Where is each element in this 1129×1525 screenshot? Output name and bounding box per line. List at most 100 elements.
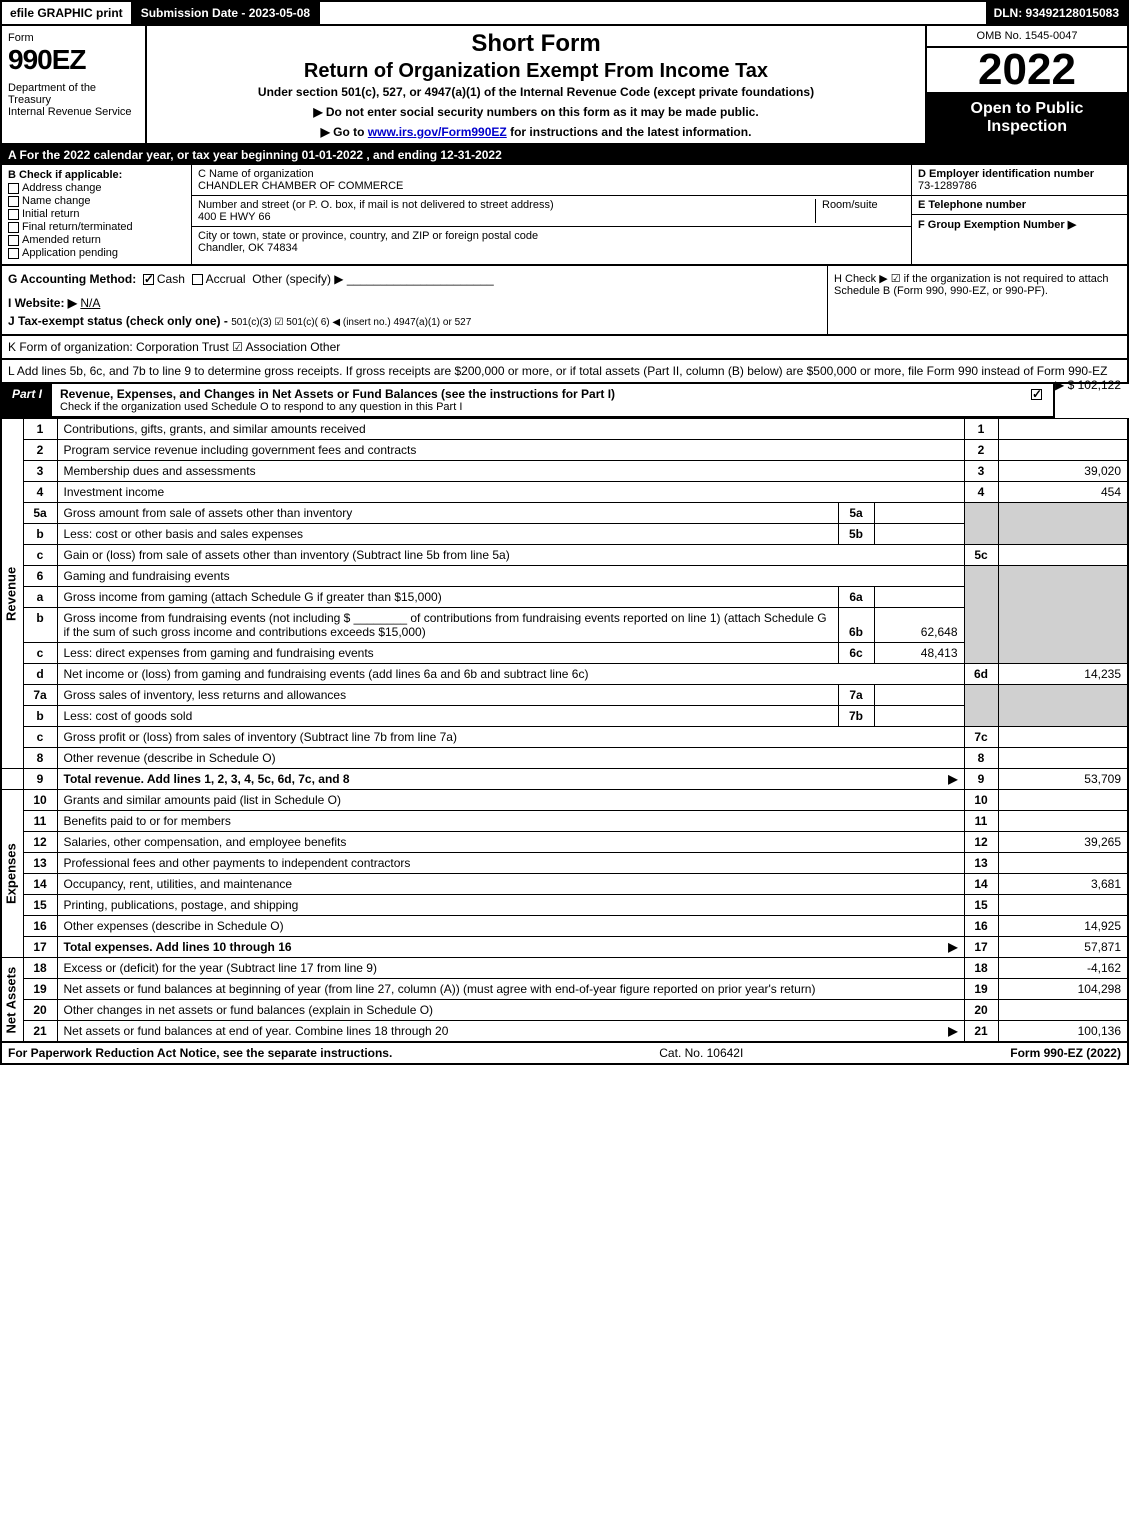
l4-v: 454	[998, 482, 1128, 503]
part1-table: Revenue 1 Contributions, gifts, grants, …	[0, 418, 1129, 1043]
l5c-v	[998, 545, 1128, 566]
part1-header: Part I Revenue, Expenses, and Changes in…	[0, 384, 1055, 418]
l7b-num: b	[23, 706, 57, 727]
l20-desc: Other changes in net assets or fund bala…	[57, 1000, 964, 1021]
l9-v: 53,709	[998, 769, 1128, 790]
l13-r: 13	[964, 853, 998, 874]
l17-desc: Total expenses. Add lines 10 through 16 …	[57, 937, 964, 958]
l10-desc: Grants and similar amounts paid (list in…	[57, 790, 964, 811]
return-title: Return of Organization Exempt From Incom…	[155, 60, 917, 83]
side-revenue: Revenue	[1, 419, 23, 769]
l9-num: 9	[23, 769, 57, 790]
l21-r: 21	[964, 1021, 998, 1043]
part1-label: Part I	[2, 384, 52, 416]
l11-r: 11	[964, 811, 998, 832]
irs-link[interactable]: www.irs.gov/Form990EZ	[368, 125, 507, 139]
l8-r: 8	[964, 748, 998, 769]
l13-desc: Professional fees and other payments to …	[57, 853, 964, 874]
l20-num: 20	[23, 1000, 57, 1021]
under-section: Under section 501(c), 527, or 4947(a)(1)…	[155, 85, 917, 99]
l7b-sn: 7b	[838, 706, 874, 727]
l15-v	[998, 895, 1128, 916]
l13-v	[998, 853, 1128, 874]
short-form-title: Short Form	[155, 30, 917, 58]
l6a-num: a	[23, 587, 57, 608]
section-c: C Name of organization CHANDLER CHAMBER …	[192, 165, 912, 264]
l7b-desc: Less: cost of goods sold	[57, 706, 838, 727]
l14-r: 14	[964, 874, 998, 895]
footer-right: Form 990-EZ (2022)	[1010, 1046, 1121, 1060]
c-name-label: C Name of organization	[198, 168, 314, 180]
l6b-num: b	[23, 608, 57, 643]
d-ein-value: 73-1289786	[918, 180, 977, 192]
l-text: L Add lines 5b, 6c, and 7b to line 9 to …	[8, 364, 1107, 378]
l1-desc: Contributions, gifts, grants, and simila…	[57, 419, 964, 440]
efile-print[interactable]: efile GRAPHIC print	[2, 2, 133, 24]
l7b-sv	[874, 706, 964, 727]
open-public-badge: Open to Public Inspection	[927, 94, 1127, 143]
section-b: B Check if applicable: Address change Na…	[2, 165, 192, 264]
l6c-sv: 48,413	[874, 643, 964, 664]
footer-center: Cat. No. 10642I	[659, 1046, 743, 1060]
l1-r: 1	[964, 419, 998, 440]
l8-num: 8	[23, 748, 57, 769]
l4-desc: Investment income	[57, 482, 964, 503]
section-ghij: G Accounting Method: Cash Accrual Other …	[0, 266, 1129, 336]
g-accounting-label: G Accounting Method:	[8, 272, 136, 286]
l6a-desc: Gross income from gaming (attach Schedul…	[57, 587, 838, 608]
l7a-sv	[874, 685, 964, 706]
chk-initial-return[interactable]: Initial return	[8, 208, 185, 220]
row-k: K Form of organization: Corporation Trus…	[0, 336, 1129, 360]
c-street-label: Number and street (or P. O. box, if mail…	[198, 199, 554, 211]
l1-num: 1	[23, 419, 57, 440]
l6b-sn: 6b	[838, 608, 874, 643]
l19-desc: Net assets or fund balances at beginning…	[57, 979, 964, 1000]
section-def: D Employer identification number 73-1289…	[912, 165, 1127, 264]
l8-v	[998, 748, 1128, 769]
chk-cash[interactable]	[143, 274, 154, 285]
tax-year: 2022	[927, 48, 1127, 94]
chk-accrual[interactable]	[192, 274, 203, 285]
l14-v: 3,681	[998, 874, 1128, 895]
l6d-r: 6d	[964, 664, 998, 685]
chk-pending[interactable]: Application pending	[8, 247, 185, 259]
chk-name-change[interactable]: Name change	[8, 195, 185, 207]
l16-desc: Other expenses (describe in Schedule O)	[57, 916, 964, 937]
l15-desc: Printing, publications, postage, and shi…	[57, 895, 964, 916]
l15-num: 15	[23, 895, 57, 916]
i-website-label: I Website: ▶	[8, 296, 77, 310]
l14-num: 14	[23, 874, 57, 895]
form-word: Form	[8, 32, 139, 44]
l3-r: 3	[964, 461, 998, 482]
d-ein-label: D Employer identification number	[918, 168, 1094, 180]
header-center: Short Form Return of Organization Exempt…	[147, 26, 927, 143]
l3-desc: Membership dues and assessments	[57, 461, 964, 482]
chk-address-change[interactable]: Address change	[8, 182, 185, 194]
l12-num: 12	[23, 832, 57, 853]
l5a-sv	[874, 503, 964, 524]
part1-title: Revenue, Expenses, and Changes in Net As…	[52, 384, 1023, 416]
header-left: Form 990EZ Department of the Treasury In…	[2, 26, 147, 143]
chk-amended[interactable]: Amended return	[8, 234, 185, 246]
dln: DLN: 93492128015083	[986, 2, 1127, 24]
c-city-value: Chandler, OK 74834	[198, 242, 298, 254]
l5a-desc: Gross amount from sale of assets other t…	[57, 503, 838, 524]
l5c-r: 5c	[964, 545, 998, 566]
l5c-desc: Gain or (loss) from sale of assets other…	[57, 545, 964, 566]
f-group-label: F Group Exemption Number ▶	[918, 219, 1076, 231]
l14-desc: Occupancy, rent, utilities, and maintena…	[57, 874, 964, 895]
g-other: Other (specify) ▶	[252, 272, 343, 286]
l12-v: 39,265	[998, 832, 1128, 853]
l6c-num: c	[23, 643, 57, 664]
l5b-desc: Less: cost or other basis and sales expe…	[57, 524, 838, 545]
l10-v	[998, 790, 1128, 811]
l5c-num: c	[23, 545, 57, 566]
side-netassets: Net Assets	[1, 958, 23, 1043]
l7c-num: c	[23, 727, 57, 748]
l6b-sv: 62,648	[874, 608, 964, 643]
chk-final-return[interactable]: Final return/terminated	[8, 221, 185, 233]
part1-checkbox[interactable]	[1023, 384, 1053, 416]
topbar: efile GRAPHIC print Submission Date - 20…	[0, 0, 1129, 26]
instr-ssn: ▶ Do not enter social security numbers o…	[155, 105, 917, 119]
l9-r: 9	[964, 769, 998, 790]
